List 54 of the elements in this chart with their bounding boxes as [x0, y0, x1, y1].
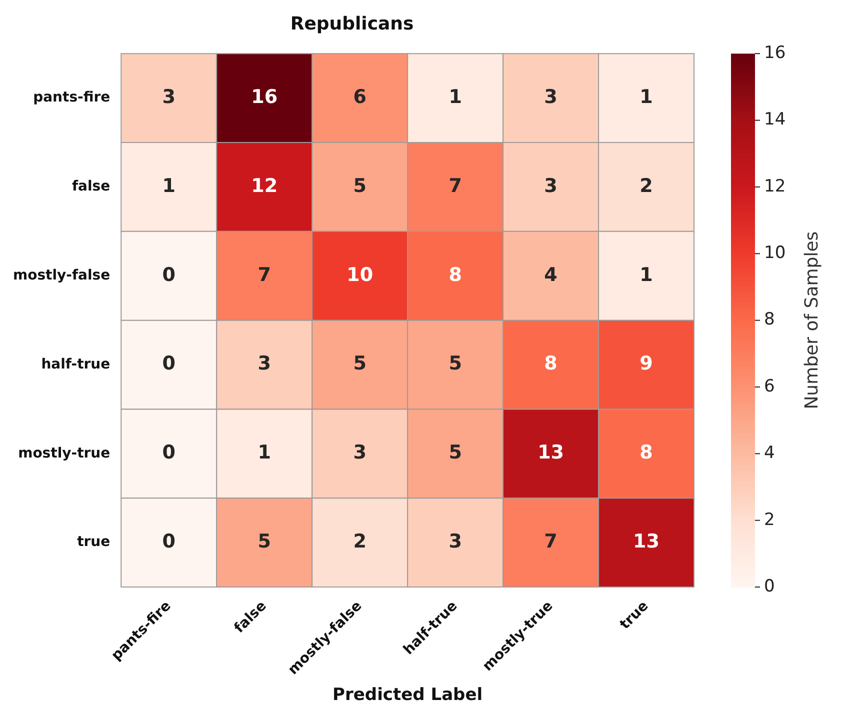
color-bar-label: 0 [764, 576, 775, 596]
data-label: 5 [353, 352, 366, 375]
data-label: 7 [258, 264, 271, 286]
data-label: 12 [251, 174, 278, 197]
data-label: 10 [346, 264, 374, 286]
data-label: 1 [448, 86, 462, 108]
data-label: 7 [448, 174, 462, 197]
color-bar-label: 10 [764, 243, 786, 264]
data-label: 5 [448, 442, 462, 464]
y-tick-label: true [77, 534, 110, 550]
data-label: 7 [544, 530, 558, 553]
color-bar-label: 6 [764, 376, 775, 396]
color-bar-label: 16 [764, 43, 786, 64]
y-tick-label: half-true [41, 356, 110, 372]
data-label: 0 [162, 530, 176, 553]
data-label: 3 [258, 352, 271, 375]
data-label: 2 [640, 174, 653, 197]
data-label: 3 [448, 530, 462, 553]
y-tick-label: pants-fire [33, 90, 110, 106]
data-label: 5 [353, 174, 366, 197]
data-label: 5 [448, 352, 462, 375]
y-tick-label: mostly-false [12, 268, 110, 284]
data-label: 1 [640, 86, 653, 108]
data-label: 13 [633, 530, 660, 553]
chart-title: Republicans [290, 13, 414, 34]
data-label: 2 [353, 530, 366, 553]
color-bar-label: 4 [764, 443, 775, 464]
data-label: 1 [258, 442, 271, 464]
data-label: 5 [258, 530, 271, 553]
data-label: 16 [251, 86, 278, 108]
data-label: 0 [162, 442, 176, 464]
data-label: 6 [353, 86, 366, 108]
color-bar-label: 8 [764, 310, 775, 330]
data-label: 8 [544, 352, 558, 375]
data-label: 1 [162, 174, 176, 197]
data-label: 3 [353, 442, 366, 464]
data-label: 3 [544, 86, 558, 108]
x-axis-title: Predicted Label [332, 685, 483, 706]
data-label: 3 [544, 174, 558, 197]
data-label: 1 [640, 264, 653, 286]
data-label: 3 [162, 86, 176, 108]
data-label: 0 [162, 264, 176, 286]
data-label: 4 [544, 264, 558, 286]
color-bar-title: Number of Samples [802, 231, 823, 410]
y-tick-label: mostly-true [18, 445, 110, 462]
data-label: 8 [448, 264, 462, 286]
data-label: 0 [162, 352, 176, 375]
data-label: 8 [640, 442, 653, 464]
color-bar-label: 14 [764, 110, 786, 130]
y-tick-label: false [72, 178, 110, 195]
data-label: 9 [640, 352, 653, 375]
color-bar-label: 12 [764, 176, 786, 196]
data-label: 13 [538, 442, 564, 464]
color-bar-label: 2 [764, 510, 775, 530]
